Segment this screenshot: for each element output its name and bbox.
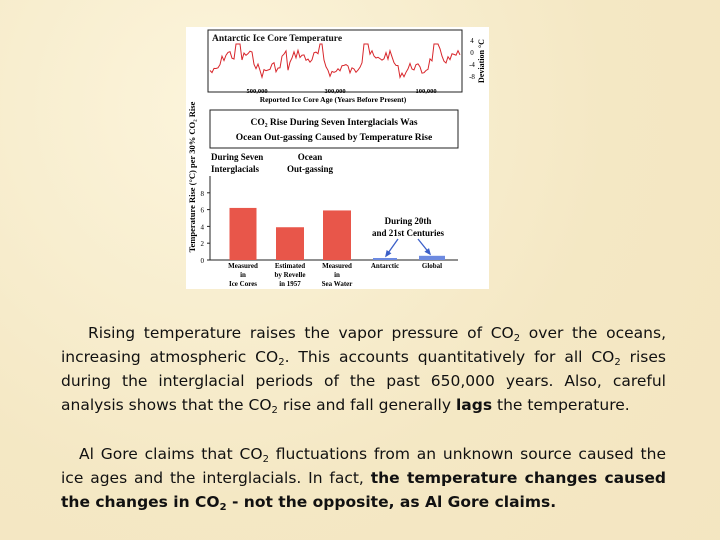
annotation-seven-1: During Seven <box>211 152 263 162</box>
arrow-head <box>424 248 432 256</box>
top-x-tick: 100,000 <box>415 88 436 95</box>
annotation-century-1: During 20th <box>385 216 432 226</box>
p2-bold: - not the opposite, as Al Gore claims. <box>226 493 557 511</box>
category-label: Measured <box>228 262 258 270</box>
p1-text: the temperature. <box>492 396 630 414</box>
category-label: in <box>334 271 340 279</box>
arrow-head <box>385 250 392 258</box>
p2-text: fluctuations from an unknown source caus… <box>61 445 666 487</box>
temperature-line <box>209 43 461 80</box>
bar <box>373 258 397 260</box>
subscript: 2 <box>271 405 278 416</box>
box-title-frame <box>209 109 459 149</box>
top-x-tick: 500,000 <box>246 88 267 95</box>
co2-temperature-figure: Antarctic Ice Core Temperature 4 0 -4 -8… <box>186 27 489 289</box>
right-axis-title: Deviation °C <box>477 39 486 83</box>
subscript: 2 <box>278 357 285 368</box>
right-tick-label: 0 <box>470 49 474 57</box>
p1-text: rises during the interglacial periods of… <box>61 348 666 414</box>
bar <box>419 255 445 260</box>
p2-text: Al Gore claims that CO <box>79 445 263 463</box>
box-title-line: Ocean Out-gassing Caused by Temperature … <box>236 133 432 143</box>
figure-svg: Antarctic Ice Core Temperature 4 0 -4 -8… <box>187 29 486 288</box>
subscript: 2 <box>614 357 621 368</box>
subscript: 2 <box>219 502 227 513</box>
p1-text: rise and fall generally <box>277 396 456 414</box>
right-tick-label: 4 <box>470 37 474 45</box>
box-title-line: CO₂ Rise During Seven Interglacials Was <box>250 118 417 128</box>
subscript: 2 <box>262 454 269 465</box>
y-tick-label: 4 <box>201 223 205 231</box>
paragraph-vapor-pressure: Rising temperature raises the vapor pres… <box>61 321 666 417</box>
p1-text: Rising temperature raises the vapor pres… <box>88 324 514 342</box>
bar <box>276 227 304 260</box>
category-label: Global <box>422 262 442 270</box>
y-tick-label: 0 <box>201 257 205 265</box>
category-label: in 1957 <box>279 280 301 288</box>
annotation-ocean-2: Out-gassing <box>287 164 334 174</box>
annotation-century-2: and 21st Centuries <box>372 228 445 238</box>
category-label: Measured <box>322 262 352 270</box>
p1-text: . This accounts quantitatively for all C… <box>284 348 615 366</box>
subscript: 2 <box>513 333 521 344</box>
top-panel-title: Antarctic Ice Core Temperature <box>212 34 342 44</box>
top-x-tick: 300,000 <box>324 88 345 95</box>
annotation-seven-2: Interglacials <box>211 164 259 174</box>
category-label: Antarctic <box>371 262 399 270</box>
right-tick-label: -4 <box>469 61 475 69</box>
category-label: Sea Water <box>322 280 353 288</box>
category-label: in <box>240 271 246 279</box>
p1-bold: lags <box>455 396 493 414</box>
category-label: Estimated <box>275 262 305 270</box>
right-tick-label: -8 <box>469 73 475 81</box>
bar <box>229 207 257 260</box>
left-axis-title: Temperature Rise (°C) per 30% CO₂ Rise <box>187 101 197 252</box>
y-tick-label: 8 <box>201 190 205 198</box>
y-tick-label: 2 <box>201 240 205 248</box>
top-x-label: Reported Ice Core Age (Years Before Pres… <box>260 95 407 104</box>
annotation-ocean-1: Ocean <box>298 152 323 162</box>
category-label: by Revelle <box>275 271 306 279</box>
paragraph-al-gore: Al Gore claims that CO2 fluctuations fro… <box>61 442 666 514</box>
y-tick-label: 6 <box>201 207 205 215</box>
bar <box>323 210 351 260</box>
p1-text: over the oceans, increasing atmospheric … <box>61 324 666 366</box>
p2-bold: the temperature changes caused the chang… <box>61 469 666 511</box>
category-label: Ice Cores <box>229 280 257 288</box>
